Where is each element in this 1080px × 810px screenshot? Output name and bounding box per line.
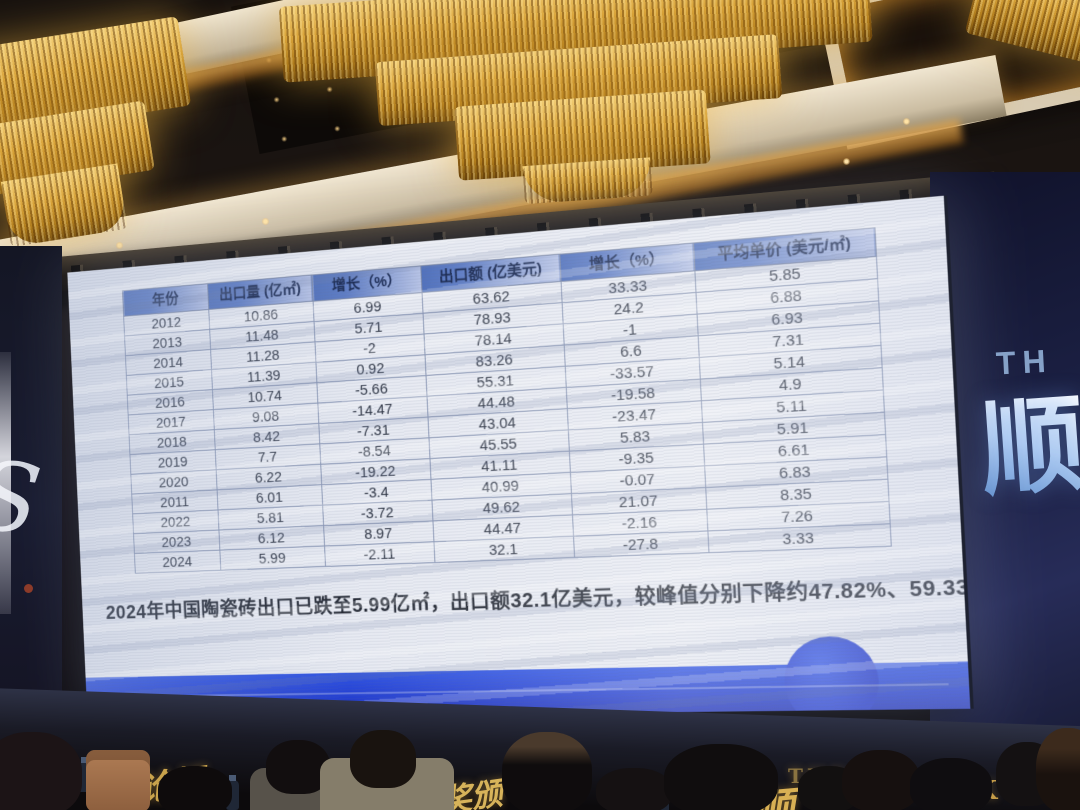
audience-head [0, 732, 82, 810]
audience-head [664, 744, 778, 810]
logo-dot [24, 584, 33, 593]
audience-head [910, 758, 992, 810]
audience-head [596, 768, 672, 810]
audience-head [158, 766, 232, 810]
backdrop-calligraphy-text: 顺 [975, 359, 1080, 517]
table-cell: -27.8 [573, 530, 709, 558]
audience-head [350, 730, 416, 788]
chandelier-tier [522, 157, 653, 205]
table-cell: -2.11 [324, 541, 435, 567]
audience-head [266, 740, 330, 794]
wall-light-strip [0, 352, 11, 614]
audience-head [1036, 728, 1080, 810]
audience-head [842, 750, 920, 810]
table-cell: 5.99 [219, 545, 326, 571]
summary-text: 2024年中国陶瓷砖出口已跌至5.99亿㎡，出口额32.1亿美元，较峰值分别下降… [105, 575, 971, 624]
audience-head [502, 732, 592, 810]
downlight [116, 242, 123, 249]
downlight [262, 218, 269, 225]
export-data-table: 年份 出口量 (亿㎡) 增长（%） 出口额 (亿美元) 增长（%） 平均单价 (美元/㎡)… [122, 227, 892, 574]
chandelier-left [0, 16, 212, 276]
table-cell: 2024 [134, 550, 221, 574]
table-cell: 32.1 [433, 536, 575, 563]
presentation-slide: 年份 出口量 (亿㎡) 增长（%） 出口额 (亿美元) 增长（%） 平均单价 (美元/㎡)… [67, 196, 971, 719]
projection-screen: 年份 出口量 (亿㎡) 增长（%） 出口额 (亿美元) 增长（%） 平均单价 (美元/㎡)… [67, 195, 974, 719]
handbag [86, 750, 150, 810]
downlight [843, 158, 850, 165]
footer-bump-shape [782, 635, 882, 719]
downlight [903, 118, 910, 125]
